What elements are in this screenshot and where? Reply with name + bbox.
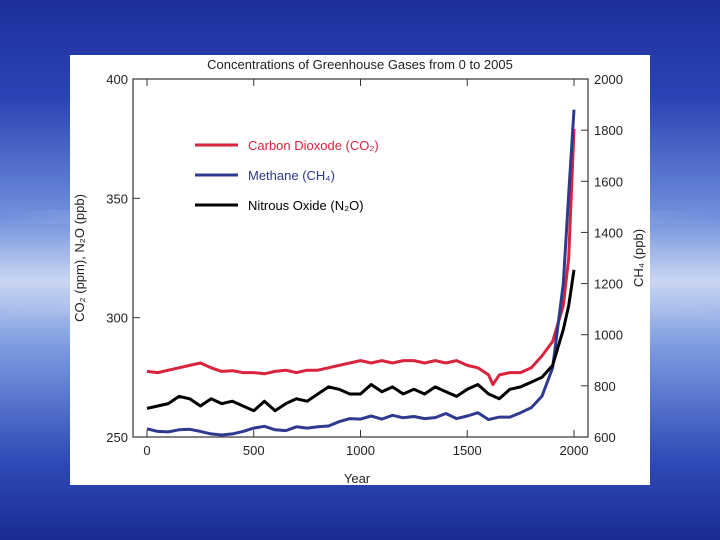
legend-label-3: Nitrous Oxide (N₂O) — [248, 198, 364, 213]
x-tick-label: 500 — [243, 443, 265, 458]
y-right-tick-label: 600 — [594, 430, 616, 445]
x-tick-label: 2000 — [560, 443, 589, 458]
y-axis-right-label: CH₄ (ppb) — [631, 229, 646, 287]
ticks-layer: 0 500 1000 1500 2000 250 300 350 400 600 800 1000 12… — [106, 72, 623, 458]
series-layer — [146, 109, 576, 437]
y-right-tick-label: 1600 — [594, 174, 623, 189]
legend-label-2: Methane (CH₄) — [248, 168, 335, 183]
y-right-tick-label: 1200 — [594, 277, 623, 292]
x-tick-label: 1500 — [453, 443, 482, 458]
series-line-2 — [146, 109, 576, 437]
plot-frame — [132, 78, 589, 438]
chart-panel: Concentrations of Greenhouse Gases from … — [70, 55, 650, 486]
y-right-tick-label: 1800 — [594, 123, 623, 138]
x-tick-label: 0 — [143, 443, 150, 458]
y-right-tick-label: 2000 — [594, 72, 623, 87]
y-left-tick-label: 250 — [106, 430, 128, 445]
y-left-tick-label: 350 — [106, 191, 128, 206]
y-right-tick-label: 1000 — [594, 328, 623, 343]
y-left-tick-label: 300 — [106, 311, 128, 326]
series-line-3 — [146, 269, 576, 413]
y-right-tick-label: 800 — [594, 379, 616, 394]
greenhouse-gas-chart: Concentrations of Greenhouse Gases from … — [72, 57, 646, 486]
chart-title: Concentrations of Greenhouse Gases from … — [207, 57, 513, 72]
y-axis-left-label: CO₂ (ppm), N₂O (ppb) — [72, 194, 87, 322]
legend-label-1: Carbon Dioxode (CO₂) — [248, 138, 379, 153]
y-left-tick-label: 400 — [106, 72, 128, 87]
x-axis-label: Year — [344, 471, 371, 485]
series-line-1 — [146, 129, 576, 386]
y-right-tick-label: 1400 — [594, 225, 623, 240]
x-tick-label: 1000 — [346, 443, 375, 458]
legend: Carbon Dioxode (CO₂) Methane (CH₄) Nitrous… — [195, 138, 379, 213]
